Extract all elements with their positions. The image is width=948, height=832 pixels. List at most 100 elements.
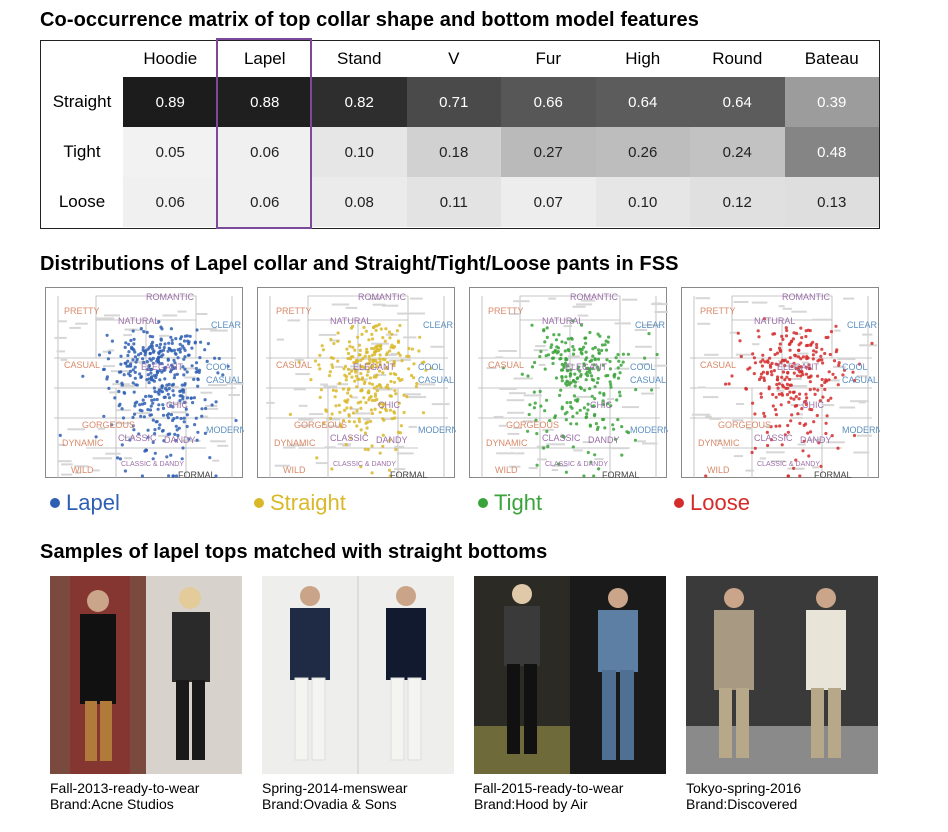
fss-point xyxy=(197,368,202,372)
fss-point xyxy=(331,356,335,360)
fss-background-word xyxy=(331,303,350,306)
fss-point xyxy=(349,394,353,398)
fss-background-word xyxy=(498,350,517,352)
fss-point xyxy=(655,352,659,357)
fss-point xyxy=(179,335,184,339)
legend-label-lapel: Lapel xyxy=(66,490,120,515)
fss-region-label: CASUAL xyxy=(700,360,736,370)
fss-background-word xyxy=(782,307,793,310)
fss-region-label: GORGEOUS xyxy=(82,420,135,430)
fss-point xyxy=(829,330,834,334)
fss-point xyxy=(421,411,426,415)
fss-point xyxy=(555,351,559,355)
fss-point xyxy=(552,333,556,337)
fss-background-word xyxy=(704,353,719,356)
fss-point xyxy=(174,337,178,341)
fss-point xyxy=(354,370,358,374)
fss-point xyxy=(145,330,149,334)
fss-background-word xyxy=(856,375,868,378)
fss-point xyxy=(618,371,622,375)
fss-point xyxy=(195,438,199,442)
fss-point xyxy=(194,361,199,365)
fss-background-word xyxy=(850,400,869,403)
fss-point xyxy=(533,360,537,365)
fss-point xyxy=(208,456,212,460)
fss-point xyxy=(827,370,831,374)
fss-point xyxy=(352,420,356,424)
fss-point xyxy=(170,349,174,353)
fss-point xyxy=(173,373,177,377)
fss-point xyxy=(318,353,322,357)
fss-point xyxy=(392,364,396,368)
fss-point xyxy=(170,341,174,345)
fss-background-word xyxy=(202,415,209,418)
fss-point xyxy=(321,348,325,352)
fss-point xyxy=(391,346,395,350)
fss-point xyxy=(591,354,595,358)
fss-point xyxy=(798,370,802,374)
fss-background-word xyxy=(210,440,226,443)
fss-point xyxy=(332,341,336,346)
fss-point xyxy=(595,427,599,431)
fss-point xyxy=(776,375,780,379)
fss-point xyxy=(122,373,126,377)
fss-background-word xyxy=(400,358,411,361)
fss-point xyxy=(145,360,149,364)
fss-point xyxy=(555,345,559,349)
fss-point xyxy=(617,359,621,363)
fss-point xyxy=(554,376,559,380)
fss-background-word xyxy=(315,462,329,465)
fss-region-label: CLASSIC & DANDY xyxy=(121,461,184,468)
fss-point xyxy=(153,390,157,394)
fss-point xyxy=(378,451,382,455)
fss-point xyxy=(801,449,805,453)
fss-point xyxy=(560,375,564,380)
fss-point xyxy=(870,341,874,345)
fss-region-label: NATURAL xyxy=(542,316,583,326)
legend-dot-loose xyxy=(674,498,684,508)
fss-background-word xyxy=(217,444,229,447)
fss-point xyxy=(786,423,790,428)
fss-point xyxy=(378,357,382,361)
fss-point xyxy=(616,418,620,422)
fss-point xyxy=(567,349,571,353)
fss-point xyxy=(586,374,590,378)
fss-point xyxy=(117,370,122,374)
fss-point xyxy=(588,424,592,428)
fss-point xyxy=(532,406,536,410)
fss-point xyxy=(120,443,124,447)
fss-point xyxy=(647,332,651,336)
fss-point xyxy=(336,339,340,343)
fss-point xyxy=(150,398,154,402)
fss-point xyxy=(144,394,148,399)
fss-point xyxy=(566,337,570,341)
fss-point xyxy=(196,430,200,434)
fss-point xyxy=(761,353,765,357)
fss-point xyxy=(836,446,840,450)
fss-point xyxy=(812,420,816,424)
fss-point xyxy=(393,416,397,420)
fss-point xyxy=(825,414,829,418)
fss-point xyxy=(182,400,187,404)
fss-point xyxy=(343,373,347,377)
fss-point xyxy=(396,430,401,434)
fss-region-label: CASUAL xyxy=(276,360,312,370)
fss-point xyxy=(123,361,127,365)
fss-region-label: CASUAL xyxy=(842,375,878,385)
fss-point xyxy=(145,378,149,382)
fss-background-word xyxy=(791,310,807,313)
fss-point xyxy=(837,363,841,367)
fss-point xyxy=(763,414,767,418)
fss-point xyxy=(349,436,353,440)
fss-point xyxy=(783,378,787,382)
fss-point xyxy=(820,377,824,382)
fss-point xyxy=(361,356,365,360)
fss-point xyxy=(548,419,552,423)
fss-background-word xyxy=(92,457,112,460)
fss-point xyxy=(790,364,794,369)
fss-point xyxy=(798,474,802,478)
fss-point xyxy=(319,388,323,392)
fss-point xyxy=(155,359,159,363)
fss-background-word xyxy=(300,424,311,427)
fss-point xyxy=(118,457,122,461)
